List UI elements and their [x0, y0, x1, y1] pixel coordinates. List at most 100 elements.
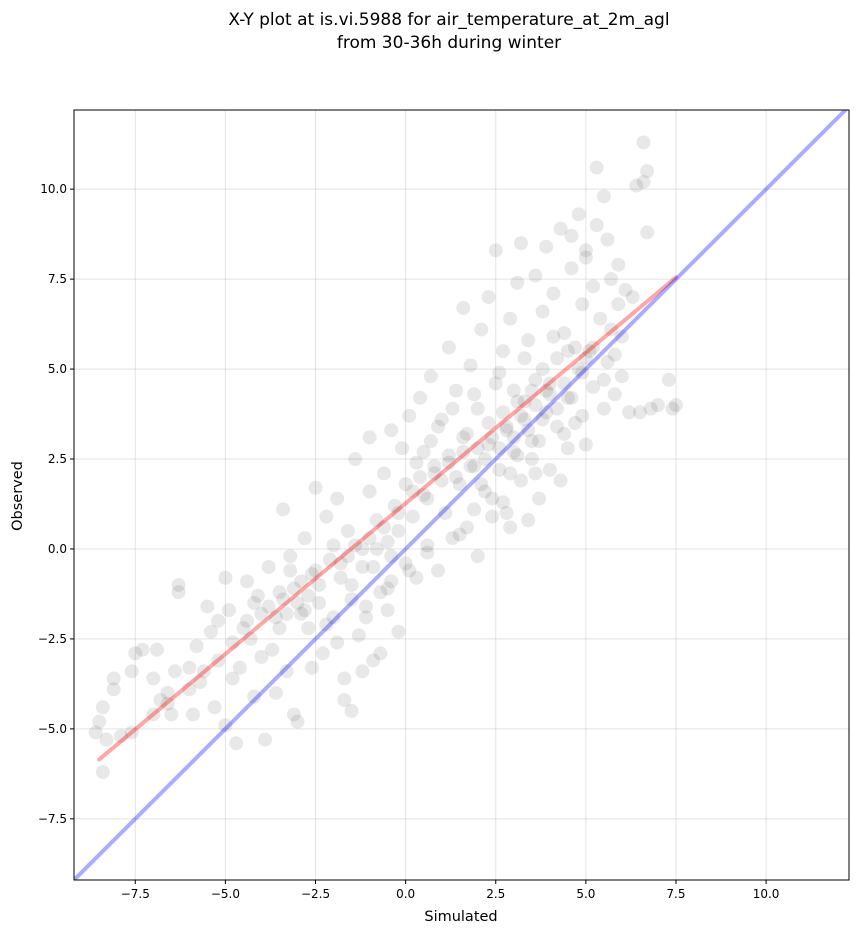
scatter-point [506, 383, 521, 398]
y-tick-label: 0.0 [48, 542, 67, 556]
scatter-point [553, 473, 568, 488]
scatter-point [211, 613, 226, 628]
scatter-point [276, 502, 291, 517]
scatter-point [499, 423, 514, 438]
scatter-point [596, 372, 611, 387]
scatter-point [596, 189, 611, 204]
scatter-point [578, 437, 593, 452]
scatter-point [513, 236, 528, 251]
scatter-point [499, 505, 514, 520]
scatter-point [521, 513, 536, 528]
scatter-point [405, 509, 420, 524]
scatter-point [409, 570, 424, 585]
scatter-point [189, 639, 204, 654]
scatter-point [373, 585, 388, 600]
y-tick-label: 7.5 [48, 272, 67, 286]
scatter-point [611, 257, 626, 272]
scatter-point [377, 466, 391, 481]
chart-subtitle: from 30-36h during winter [337, 33, 561, 53]
scatter-point [196, 664, 211, 679]
scatter-point [434, 412, 449, 427]
scatter-point [546, 329, 561, 344]
scatter-point [380, 581, 395, 596]
scatter-point [441, 448, 456, 463]
y-tick-label: 2.5 [48, 452, 67, 466]
scatter-point [409, 455, 424, 470]
scatter-point [481, 437, 496, 452]
scatter-point [146, 671, 161, 686]
scatter-point [420, 491, 435, 506]
scatter-point [279, 664, 294, 679]
scatter-point [600, 354, 615, 369]
x-axis-title: Simulated [424, 909, 497, 925]
scatter-point [290, 595, 305, 610]
scatter-point [589, 218, 604, 233]
y-axis-ticks: −7.5 −5.0 −2.5 0.0 2.5 5.0 7.5 10.0 [38, 182, 74, 826]
scatter-point [276, 592, 291, 607]
scatter-point [459, 520, 474, 535]
scatter-point [557, 326, 572, 341]
scatter-point [643, 401, 658, 416]
scatter-point [485, 430, 500, 445]
scatter-point [240, 574, 255, 589]
scatter-point [640, 164, 655, 179]
scatter-point [517, 412, 532, 427]
scatter-point [384, 574, 399, 589]
x-tick-label: 10.0 [753, 887, 780, 901]
scatter-point [304, 660, 319, 675]
scatter-point [362, 430, 377, 445]
scatter-point [481, 290, 496, 305]
scatter-point [467, 387, 482, 402]
scatter-point [564, 390, 579, 405]
scatter-point [225, 671, 240, 686]
scatter-point [369, 513, 384, 528]
scatter-point [492, 441, 507, 456]
scatter-point [337, 671, 352, 686]
scatter-point [600, 232, 615, 247]
scatter-point [297, 603, 312, 618]
scatter-point [124, 725, 139, 740]
y-tick-label: 5.0 [48, 362, 67, 376]
scatter-point [431, 419, 446, 434]
scatter-point [629, 178, 644, 193]
scatter-point [268, 685, 283, 700]
scatter-point [539, 405, 554, 420]
scatter-point [510, 275, 525, 290]
scatter-point [503, 466, 518, 481]
scatter-point [182, 682, 197, 697]
scatter-point [636, 135, 651, 150]
scatter-point [474, 477, 489, 492]
scatter-point [568, 416, 583, 431]
x-tick-label: 5.0 [576, 887, 595, 901]
scatter-point [171, 577, 186, 592]
scatter-point [149, 642, 164, 657]
scatter-point [182, 660, 197, 675]
scatter-point [362, 484, 377, 499]
scatter-point [330, 635, 345, 650]
scatter-point [92, 714, 107, 729]
scatter-points [88, 135, 683, 780]
scatter-point [470, 441, 485, 456]
scatter-point [420, 545, 435, 560]
scatter-point [503, 520, 518, 535]
scatter-point [528, 268, 543, 283]
scatter-point [326, 538, 341, 553]
scatter-point [521, 333, 536, 348]
scatter-point [160, 685, 175, 700]
scatter-point [348, 452, 363, 467]
scatter-point [247, 595, 262, 610]
scatter-point [575, 408, 590, 423]
scatter-point [247, 689, 262, 704]
scatter-point [99, 732, 114, 747]
scatter-point [391, 505, 406, 520]
scatter-point [467, 459, 482, 474]
scatter-point [495, 495, 510, 510]
scatter-point [503, 311, 518, 326]
grid-lines [74, 110, 849, 880]
scatter-point [355, 559, 370, 574]
scatter-point [438, 505, 453, 520]
scatter-point [441, 340, 456, 355]
scatter-point [445, 531, 460, 546]
scatter-point [632, 405, 647, 420]
scatter-point [586, 380, 601, 395]
